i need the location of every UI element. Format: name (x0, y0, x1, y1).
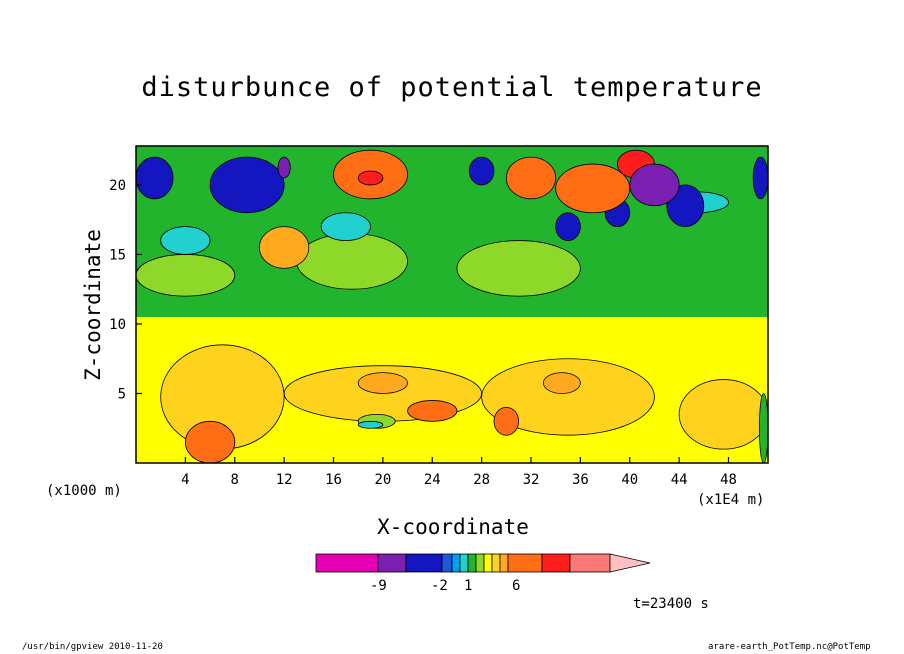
x-tick-label: 20 (374, 472, 391, 488)
colorbar-segment (507, 553, 543, 573)
y-tick-label: 15 (109, 247, 126, 263)
colorbar-label-2: -2 (431, 578, 448, 594)
region-15 (752, 156, 768, 200)
region-6 (320, 212, 371, 241)
colorbar-segment (377, 553, 407, 573)
colorbar-arrow (609, 553, 651, 573)
y-tick-label: 5 (118, 386, 126, 402)
colorbar-label-4: 6 (512, 578, 521, 594)
x-tick-label: 36 (572, 472, 589, 488)
footer-left: /usr/bin/gpview 2010-11-20 (22, 642, 163, 652)
region-21 (629, 163, 680, 207)
region-22 (259, 226, 310, 269)
colorbar-segment (499, 553, 509, 573)
x-tick-label: 8 (231, 472, 239, 488)
x-tick-label: 12 (276, 472, 293, 488)
colorbar-segment (315, 553, 379, 573)
region-28 (678, 379, 768, 450)
region-9 (209, 156, 285, 214)
region-8 (136, 156, 174, 200)
x-tick-label: 32 (523, 472, 540, 488)
colorbar-segment (541, 553, 571, 573)
region-19 (555, 163, 631, 214)
colorbar-segment (569, 553, 611, 573)
region-3 (456, 240, 581, 297)
region-11 (468, 156, 495, 186)
region-34 (758, 393, 768, 463)
colorbar-segment (459, 553, 469, 573)
y-tick-label: 20 (109, 178, 126, 194)
region-25 (357, 372, 408, 394)
colorbar-segment (405, 553, 443, 573)
colorbar (315, 553, 651, 573)
x-unit-right: (x1E4 m) (697, 492, 765, 508)
region-27 (542, 372, 581, 394)
x-tick-label: 24 (424, 472, 441, 488)
region-5 (160, 226, 211, 255)
region-32 (357, 420, 384, 429)
colorbar-segment (475, 553, 485, 573)
colorbar-segment (441, 553, 453, 573)
y-tick-label: 10 (109, 317, 126, 333)
region-18 (505, 156, 557, 200)
x-unit-left: (x1000 m) (46, 483, 122, 499)
plot-area (136, 146, 768, 463)
region-4 (136, 254, 236, 297)
region-17 (357, 170, 384, 186)
colorbar-segment (491, 553, 501, 573)
colorbar-segment (483, 553, 493, 573)
region-10 (277, 156, 291, 179)
x-tick-label: 4 (181, 472, 189, 488)
plot-frame (135, 145, 769, 464)
colorbar-segment (451, 553, 461, 573)
region-33 (493, 406, 520, 436)
x-tick-label: 44 (671, 472, 688, 488)
colorbar-label-1: -9 (370, 578, 387, 594)
footer-right: arare-earth_PotTemp.nc@PotTemp (708, 642, 871, 652)
region-26 (481, 358, 655, 436)
region-30 (407, 400, 458, 422)
colorbar-label-3: 1 (464, 578, 473, 594)
region-12 (555, 212, 581, 241)
time-label: t=23400 s (633, 596, 709, 612)
x-tick-label: 40 (621, 472, 638, 488)
chart-title: disturbunce of potential temperature (141, 72, 763, 103)
x-axis-label: X-coordinate (377, 515, 529, 539)
colorbar-segment (467, 553, 477, 573)
region-2 (296, 233, 408, 290)
region-29 (184, 420, 236, 463)
x-tick-label: 16 (325, 472, 342, 488)
x-tick-label: 28 (473, 472, 490, 488)
x-tick-label: 48 (720, 472, 737, 488)
